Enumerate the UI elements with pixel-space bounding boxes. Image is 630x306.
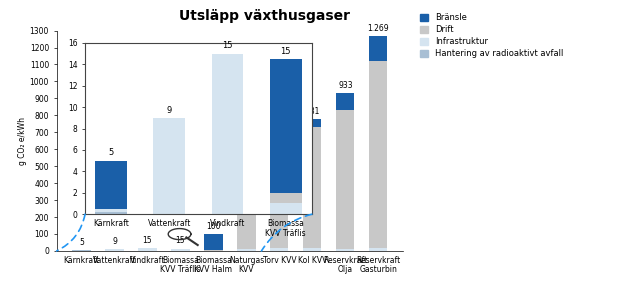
Text: 9: 9 <box>167 106 172 114</box>
Bar <box>270 193 302 203</box>
Text: 15: 15 <box>280 47 291 56</box>
Bar <box>154 118 185 214</box>
Text: 15: 15 <box>222 41 232 50</box>
Bar <box>139 248 157 251</box>
Bar <box>171 248 190 251</box>
Bar <box>336 110 355 249</box>
Bar <box>270 143 289 151</box>
Text: 933: 933 <box>338 81 353 90</box>
Bar <box>204 250 222 251</box>
Bar <box>303 248 321 251</box>
Bar <box>336 93 355 110</box>
Bar <box>204 234 222 250</box>
Bar <box>95 161 127 209</box>
Text: 503: 503 <box>239 154 254 162</box>
Bar <box>336 249 355 251</box>
Bar <box>95 212 127 214</box>
Bar <box>95 209 127 212</box>
Text: 15: 15 <box>142 236 152 245</box>
Bar <box>270 59 302 193</box>
Text: 9: 9 <box>112 237 117 246</box>
Bar <box>369 36 387 61</box>
Text: 636: 636 <box>272 131 287 140</box>
Bar <box>105 249 123 251</box>
Bar <box>303 127 321 248</box>
Bar <box>238 166 256 174</box>
Legend: Bränsle, Drift, Infrastruktur, Hantering av radioaktivt avfall: Bränsle, Drift, Infrastruktur, Hantering… <box>420 13 563 58</box>
Bar <box>270 151 289 248</box>
Bar <box>212 54 243 214</box>
Y-axis label: g CO₂ e/kWh: g CO₂ e/kWh <box>18 117 27 165</box>
Text: 5: 5 <box>79 238 84 247</box>
Text: 15: 15 <box>176 237 185 245</box>
Text: 100: 100 <box>206 222 220 231</box>
Bar <box>238 249 256 251</box>
Text: 781: 781 <box>305 106 319 115</box>
Bar <box>369 61 387 248</box>
Text: 5: 5 <box>109 148 114 157</box>
Bar <box>369 248 387 251</box>
Bar <box>303 118 321 127</box>
Bar <box>238 174 256 249</box>
Bar <box>270 248 289 251</box>
Bar <box>72 250 91 251</box>
Text: 1.269: 1.269 <box>367 24 389 33</box>
Bar <box>270 203 302 214</box>
Text: Utsläpp växthusgaser: Utsläpp växthusgaser <box>179 9 350 23</box>
